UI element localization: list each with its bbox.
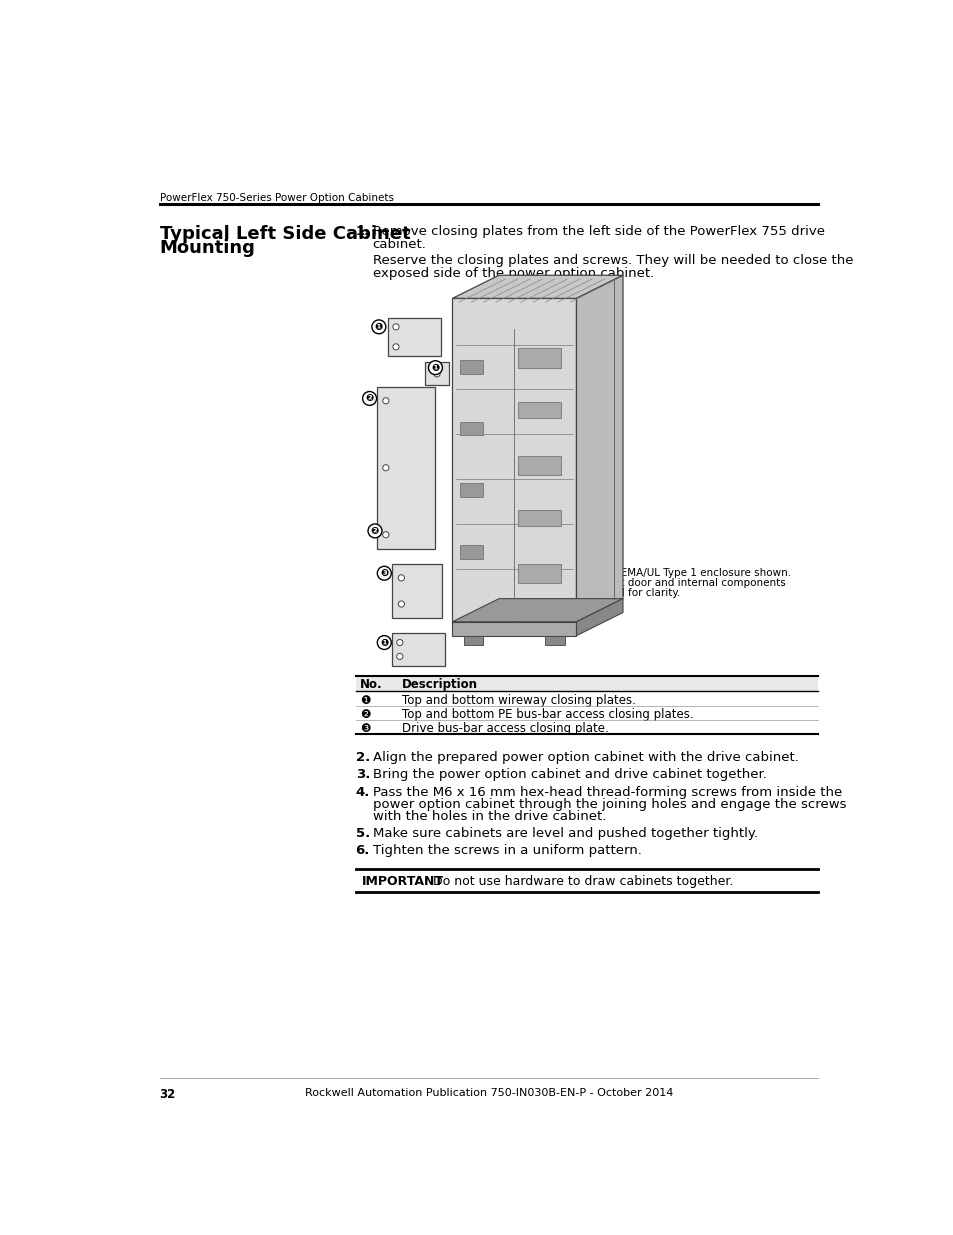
Circle shape (397, 601, 404, 608)
Bar (464, 636, 483, 645)
Circle shape (368, 524, 381, 537)
Circle shape (382, 464, 389, 471)
Bar (392, 634, 444, 666)
Bar (545, 636, 564, 645)
Text: IP20, NEMA/UL Type 1 enclosure shown.: IP20, NEMA/UL Type 1 enclosure shown. (583, 568, 791, 578)
Circle shape (372, 320, 385, 333)
Bar (459, 359, 483, 374)
Circle shape (434, 370, 439, 377)
Bar (425, 362, 448, 385)
Bar (459, 421, 483, 436)
Circle shape (362, 391, 376, 405)
Circle shape (382, 531, 389, 537)
Text: ❷: ❷ (360, 708, 371, 721)
Text: Typical Left Side Cabinet: Typical Left Side Cabinet (159, 225, 410, 243)
Text: ❶: ❶ (431, 363, 439, 373)
Circle shape (396, 653, 402, 659)
Text: Rockwell Automation Publication 750-IN030B-EN-P - October 2014: Rockwell Automation Publication 750-IN03… (304, 1088, 673, 1098)
Bar (392, 564, 442, 618)
Text: Tighten the screws in a uniform pattern.: Tighten the screws in a uniform pattern. (373, 845, 640, 857)
Text: ❷: ❷ (371, 526, 378, 536)
Circle shape (428, 361, 442, 374)
Text: 2.: 2. (355, 751, 370, 764)
Text: ❶: ❶ (360, 694, 371, 708)
Text: 32: 32 (159, 1088, 175, 1100)
Polygon shape (452, 599, 622, 621)
Text: ❸: ❸ (380, 568, 388, 578)
Circle shape (377, 636, 391, 650)
Text: ❶: ❶ (375, 322, 382, 332)
Text: ❷: ❷ (365, 394, 374, 404)
Bar (517, 348, 560, 368)
Text: power option cabinet through the joining holes and engage the screws: power option cabinet through the joining… (373, 798, 845, 810)
Text: 4.: 4. (355, 785, 370, 799)
Text: Remove closing plates from the left side of the PowerFlex 755 drive: Remove closing plates from the left side… (373, 225, 823, 238)
Text: cabinet.: cabinet. (373, 237, 426, 251)
Text: Pass the M6 x 16 mm hex-head thread-forming screws from inside the: Pass the M6 x 16 mm hex-head thread-form… (373, 785, 841, 799)
Text: Description: Description (402, 678, 477, 690)
Text: IMPORTANT: IMPORTANT (361, 874, 443, 888)
Text: 3.: 3. (355, 768, 370, 782)
Circle shape (397, 574, 404, 580)
Bar (517, 456, 560, 475)
Text: Align the prepared power option cabinet with the drive cabinet.: Align the prepared power option cabinet … (373, 751, 798, 764)
Bar (459, 483, 483, 496)
Text: with the holes in the drive cabinet.: with the holes in the drive cabinet. (373, 810, 605, 823)
Circle shape (393, 324, 398, 330)
Text: ❶: ❶ (380, 637, 388, 647)
Text: Bring the power option cabinet and drive cabinet together.: Bring the power option cabinet and drive… (373, 768, 766, 782)
Text: omitted for clarity.: omitted for clarity. (583, 588, 679, 598)
Text: Top and bottom PE bus-bar access closing plates.: Top and bottom PE bus-bar access closing… (402, 708, 693, 721)
Polygon shape (576, 275, 622, 621)
Text: PowerFlex 750-Series Power Option Cabinets: PowerFlex 750-Series Power Option Cabine… (159, 193, 394, 203)
Bar (452, 299, 576, 621)
Text: 1.: 1. (355, 225, 370, 238)
Bar (517, 510, 560, 526)
Polygon shape (576, 599, 622, 636)
Bar (459, 545, 483, 558)
Text: Make sure cabinets are level and pushed together tightly.: Make sure cabinets are level and pushed … (373, 827, 757, 840)
Text: Reserve the closing plates and screws. They will be needed to close the: Reserve the closing plates and screws. T… (373, 254, 852, 268)
Text: Do not use hardware to draw cabinets together.: Do not use hardware to draw cabinets tog… (433, 874, 733, 888)
Bar (517, 564, 560, 583)
Circle shape (382, 398, 389, 404)
Text: 5.: 5. (355, 827, 370, 840)
Bar (355, 676, 818, 692)
Circle shape (396, 640, 402, 646)
Polygon shape (452, 275, 622, 299)
Text: No.: No. (360, 678, 382, 690)
Bar (452, 621, 576, 636)
Circle shape (377, 567, 391, 580)
Circle shape (393, 343, 398, 350)
Bar (388, 317, 440, 356)
Text: exposed side of the power option cabinet.: exposed side of the power option cabinet… (373, 267, 653, 280)
Text: Cabinet door and internal components: Cabinet door and internal components (583, 578, 785, 588)
Text: Top and bottom wireway closing plates.: Top and bottom wireway closing plates. (402, 694, 636, 708)
Text: Mounting: Mounting (159, 240, 255, 257)
Text: 6.: 6. (355, 845, 370, 857)
Bar (517, 403, 560, 417)
Text: ❸: ❸ (360, 721, 371, 735)
Text: Drive bus-bar access closing plate.: Drive bus-bar access closing plate. (402, 721, 608, 735)
Bar (376, 387, 435, 548)
